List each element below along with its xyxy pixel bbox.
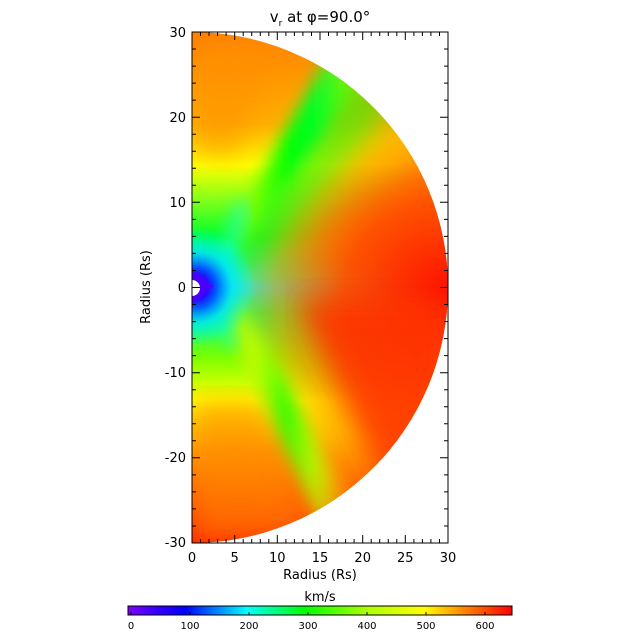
y-tick-label: -20	[165, 451, 186, 466]
x-axis-ticks	[191, 32, 449, 543]
y-axis-label: Radius (Rs)	[139, 250, 154, 324]
colorbar-tick-label: 600	[475, 621, 494, 632]
y-tick-label: 30	[169, 26, 186, 41]
x-tick-label: 15	[312, 551, 329, 566]
colorbar-tick-label: 500	[416, 621, 435, 632]
colorbar-tick-label: 200	[239, 621, 258, 632]
x-tick-labels: 0 5 10 15 20 25 30	[188, 551, 456, 566]
y-tick-label: 0	[178, 281, 186, 296]
y-tick-label: -10	[165, 366, 186, 381]
colorbar	[127, 605, 513, 616]
x-tick-label: 10	[269, 551, 286, 566]
colorbar-tick-label: 100	[180, 621, 199, 632]
y-tick-label: -30	[165, 536, 186, 551]
x-tick-label: 20	[354, 551, 371, 566]
x-tick-label: 25	[397, 551, 414, 566]
y-tick-label: 20	[169, 111, 186, 126]
colorbar-tick-label: 300	[298, 621, 317, 632]
colorbar-tick-label: 0	[128, 621, 134, 632]
x-tick-label: 5	[231, 551, 239, 566]
y-tick-labels: 30 20 10 0 -10 -20 -30	[165, 26, 186, 551]
colorbar-title: km/s	[304, 590, 336, 605]
y-tick-label: 10	[169, 196, 186, 211]
colorbar-tick-labels: 0 100 200 300 400 500 600	[128, 621, 495, 632]
colorbar-tick-label: 400	[357, 621, 376, 632]
colorbar-ticks	[130, 612, 486, 615]
chart-title: vr at φ=90.0°	[269, 8, 371, 29]
velocity-field	[192, 32, 448, 543]
x-axis-label: Radius (Rs)	[283, 568, 357, 583]
y-axis-ticks	[192, 31, 448, 544]
x-tick-label: 30	[440, 551, 457, 566]
x-tick-label: 0	[188, 551, 196, 566]
